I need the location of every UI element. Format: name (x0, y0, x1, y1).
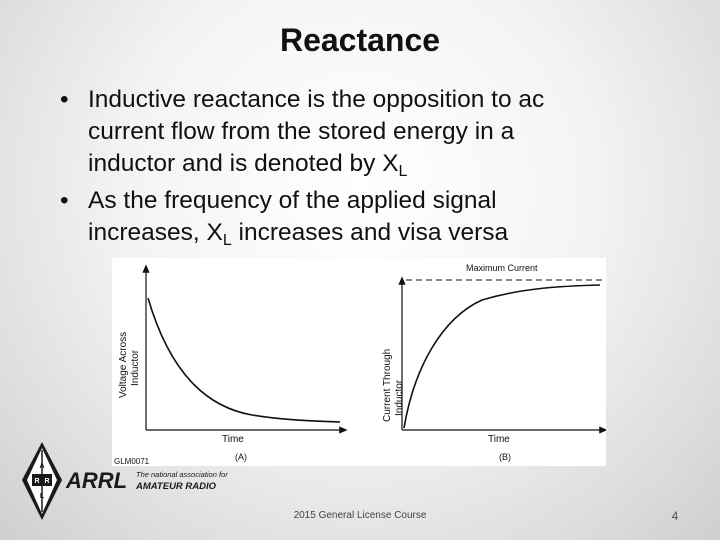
panel-b-max-label: Maximum Current (466, 263, 538, 273)
panel-a-caption: (A) (235, 452, 247, 462)
figure-id-label: GLM0071 (114, 457, 150, 466)
arrl-logo: A R R L ARRL The national association fo… (18, 440, 248, 522)
panel-a-xlabel: Time (222, 434, 244, 445)
slide-footer: 2015 General License Course (293, 510, 427, 521)
bullet-text-line: As the frequency of the applied signal (88, 187, 497, 214)
diamond-letter: L (40, 493, 45, 500)
logo-tagline-line2: AMATEUR RADIO (135, 481, 217, 492)
bullet-text: increases, X (88, 219, 223, 246)
slide-title: Reactance (279, 22, 441, 58)
page-number: 4 (671, 509, 679, 523)
bullet-text: increases and visa versa (231, 219, 509, 246)
subscript: L (398, 163, 408, 180)
panel-a-ylabel-line1: Voltage Across (118, 332, 129, 398)
logo-wordmark: ARRL (65, 468, 127, 493)
bullet-list: • Inductive reactance is the opposition … (58, 84, 658, 254)
panel-a-ylabel-line2: Inductor (130, 349, 141, 386)
panel-b-xlabel: Time (488, 434, 510, 445)
diamond-letter: R (44, 478, 49, 485)
inductor-graphs-svg: Voltage Across Inductor Time (A) Maximum… (114, 263, 608, 466)
bullet-text-line: Inductive reactance is the opposition to… (88, 86, 545, 113)
panel-b-current-curve (403, 284, 601, 429)
panel-b-ylabel-line1: Current Through (382, 349, 393, 422)
panel-b-ylabel-line2: Inductor (394, 379, 405, 416)
inductor-graphs-figure: Voltage Across Inductor Time (A) Maximum… (112, 258, 608, 466)
bullet-item: • Inductive reactance is the opposition … (58, 84, 658, 183)
bullet-text: inductor and is denoted by X (88, 150, 399, 177)
bullet-marker: • (60, 187, 69, 214)
bullet-text-line: current flow from the stored energy in a (88, 118, 515, 145)
subscript: L (222, 232, 232, 249)
panel-a-voltage-curve (147, 297, 341, 423)
arrl-logo-svg: A R R L ARRL The national association fo… (22, 442, 228, 520)
bullet-text-line: increases, XL increases and visa versa (88, 217, 658, 252)
logo-tagline-line1: The national association for (136, 470, 228, 479)
bullet-text-line: inductor and is denoted by XL (88, 148, 658, 183)
bullet-marker: • (60, 86, 69, 113)
diamond-letter: R (34, 478, 39, 485)
bullet-item: • As the frequency of the applied signal… (58, 185, 658, 252)
diamond-band-icon (32, 474, 52, 486)
panel-b-caption: (B) (499, 452, 511, 462)
diamond-letter: A (39, 463, 44, 470)
